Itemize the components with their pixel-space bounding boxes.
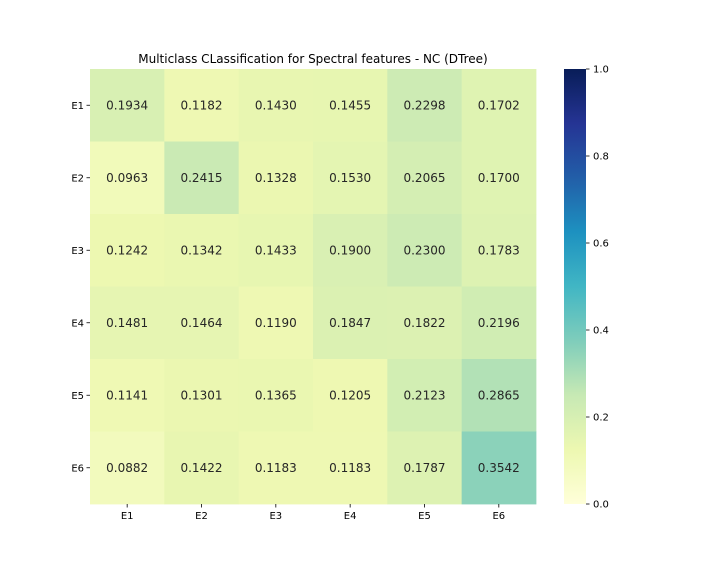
x-tick-label: E3: [269, 511, 282, 522]
cell-value-label: 0.1342: [180, 243, 222, 257]
colorbar-tick-label: 1.0: [593, 65, 609, 76]
heatmap-cell: [238, 214, 314, 287]
heatmap-cell: [312, 431, 388, 505]
cell-value-label: 0.1328: [255, 171, 297, 185]
cell-value-label: 0.2300: [403, 243, 445, 257]
cell-value-label: 0.2065: [403, 171, 445, 185]
cell-value-label: 0.2415: [180, 171, 222, 185]
heatmap-cell: [461, 69, 537, 142]
x-tick-label: E1: [121, 511, 134, 522]
cell-value-label: 0.1183: [329, 461, 371, 475]
cell-value-label: 0.2865: [478, 388, 520, 402]
cell-value-label: 0.2196: [478, 316, 520, 330]
heatmap-cell: [312, 286, 388, 360]
heatmap-cell: [312, 359, 388, 432]
heatmap-cell: [164, 431, 240, 505]
cell-value-label: 0.1530: [329, 171, 371, 185]
x-tick-label: E5: [418, 511, 431, 522]
cell-value-label: 0.1422: [180, 461, 222, 475]
cell-value-label: 0.1822: [403, 316, 445, 330]
heatmap-cell: [238, 359, 314, 432]
cell-value-label: 0.1702: [478, 98, 520, 112]
heatmap-cell: [164, 286, 240, 360]
cell-value-label: 0.1205: [329, 388, 371, 402]
heatmap-cell: [90, 141, 165, 215]
x-axis-ticks: E1 E2 E3 E4 E5 E6: [121, 504, 505, 522]
heatmap-cell: [387, 286, 463, 360]
cell-value-label: 0.1141: [106, 388, 148, 402]
heatmap-cell: [312, 141, 388, 215]
heatmap-cell: [90, 69, 165, 142]
cell-value-label: 0.1183: [255, 461, 297, 475]
heatmap-cell: [238, 69, 314, 142]
heatmap-cell: [90, 286, 165, 360]
heatmap-cell: [461, 214, 537, 287]
cell-value-label: 0.1301: [180, 388, 222, 402]
heatmap-cell: [164, 214, 240, 287]
y-tick-label: E6: [71, 463, 84, 474]
cell-value-label: 0.1787: [403, 461, 445, 475]
cell-value-label: 0.2298: [403, 98, 445, 112]
colorbar-tick-label: 0.6: [593, 239, 609, 250]
cell-value-label: 0.1934: [106, 98, 148, 112]
x-tick-label: E4: [344, 511, 357, 522]
colorbar-tick-label: 0.8: [593, 152, 609, 163]
heatmap-cell: [164, 141, 240, 215]
colorbar-tick-label: 0.2: [593, 413, 609, 424]
x-tick-label: E6: [492, 511, 505, 522]
y-tick-label: E5: [71, 391, 84, 402]
cell-value-label: 0.1430: [255, 98, 297, 112]
heatmap-cell: [90, 214, 165, 287]
heatmap-cell: [164, 359, 240, 432]
chart-title: Multiclass CLassification for Spectral f…: [138, 52, 487, 66]
cell-value-label: 0.1365: [255, 388, 297, 402]
cell-value-label: 0.1433: [255, 243, 297, 257]
y-tick-label: E3: [71, 246, 84, 257]
heatmap-cell: [387, 431, 463, 505]
heatmap-cell: [461, 141, 537, 215]
heatmap-cell: [90, 359, 165, 432]
heatmap-cell: [461, 431, 537, 505]
colorbar-tick-label: 0.0: [593, 500, 609, 511]
heatmap-cell: [387, 141, 463, 215]
heatmap-cell: [238, 286, 314, 360]
heatmap-cell: [238, 431, 314, 505]
cell-value-label: 0.1700: [478, 171, 520, 185]
cell-value-label: 0.1481: [106, 316, 148, 330]
cell-value-label: 0.1783: [478, 243, 520, 257]
colorbar: 0.0 0.2 0.4 0.6 0.8 1.0: [564, 65, 609, 511]
cell-value-label: 0.1900: [329, 243, 371, 257]
heatmap-cell: [312, 214, 388, 287]
x-tick-label: E2: [195, 511, 208, 522]
cell-value-label: 0.1190: [255, 316, 297, 330]
cell-value-label: 0.0882: [106, 461, 148, 475]
y-tick-label: E4: [71, 318, 84, 329]
heatmap-cells: 0.1934 0.1182 0.1430 0.1455 0.2298 0.1702 0.09…: [90, 69, 537, 505]
cell-value-label: 0.1242: [106, 243, 148, 257]
y-tick-label: E2: [71, 173, 84, 184]
heatmap-cell: [387, 69, 463, 142]
heatmap-cell: [387, 359, 463, 432]
heatmap-cell: [164, 69, 240, 142]
cell-value-label: 0.1847: [329, 316, 371, 330]
cell-value-label: 0.1464: [180, 316, 222, 330]
y-axis-ticks: E1 E2 E3 E4 E5 E6: [71, 101, 90, 474]
colorbar-tick-label: 0.4: [593, 326, 609, 337]
cell-value-label: 0.0963: [106, 171, 148, 185]
heatmap-cell: [312, 69, 388, 142]
heatmap-cell: [461, 359, 537, 432]
heatmap-cell: [238, 141, 314, 215]
cell-value-label: 0.2123: [403, 388, 445, 402]
heatmap-cell: [461, 286, 537, 360]
heatmap-cell: [90, 431, 165, 505]
y-tick-label: E1: [71, 101, 84, 112]
cell-value-label: 0.3542: [478, 461, 520, 475]
colorbar-gradient: [564, 69, 586, 504]
cell-value-label: 0.1455: [329, 98, 371, 112]
heatmap-cell: [387, 214, 463, 287]
cell-value-label: 0.1182: [180, 98, 222, 112]
